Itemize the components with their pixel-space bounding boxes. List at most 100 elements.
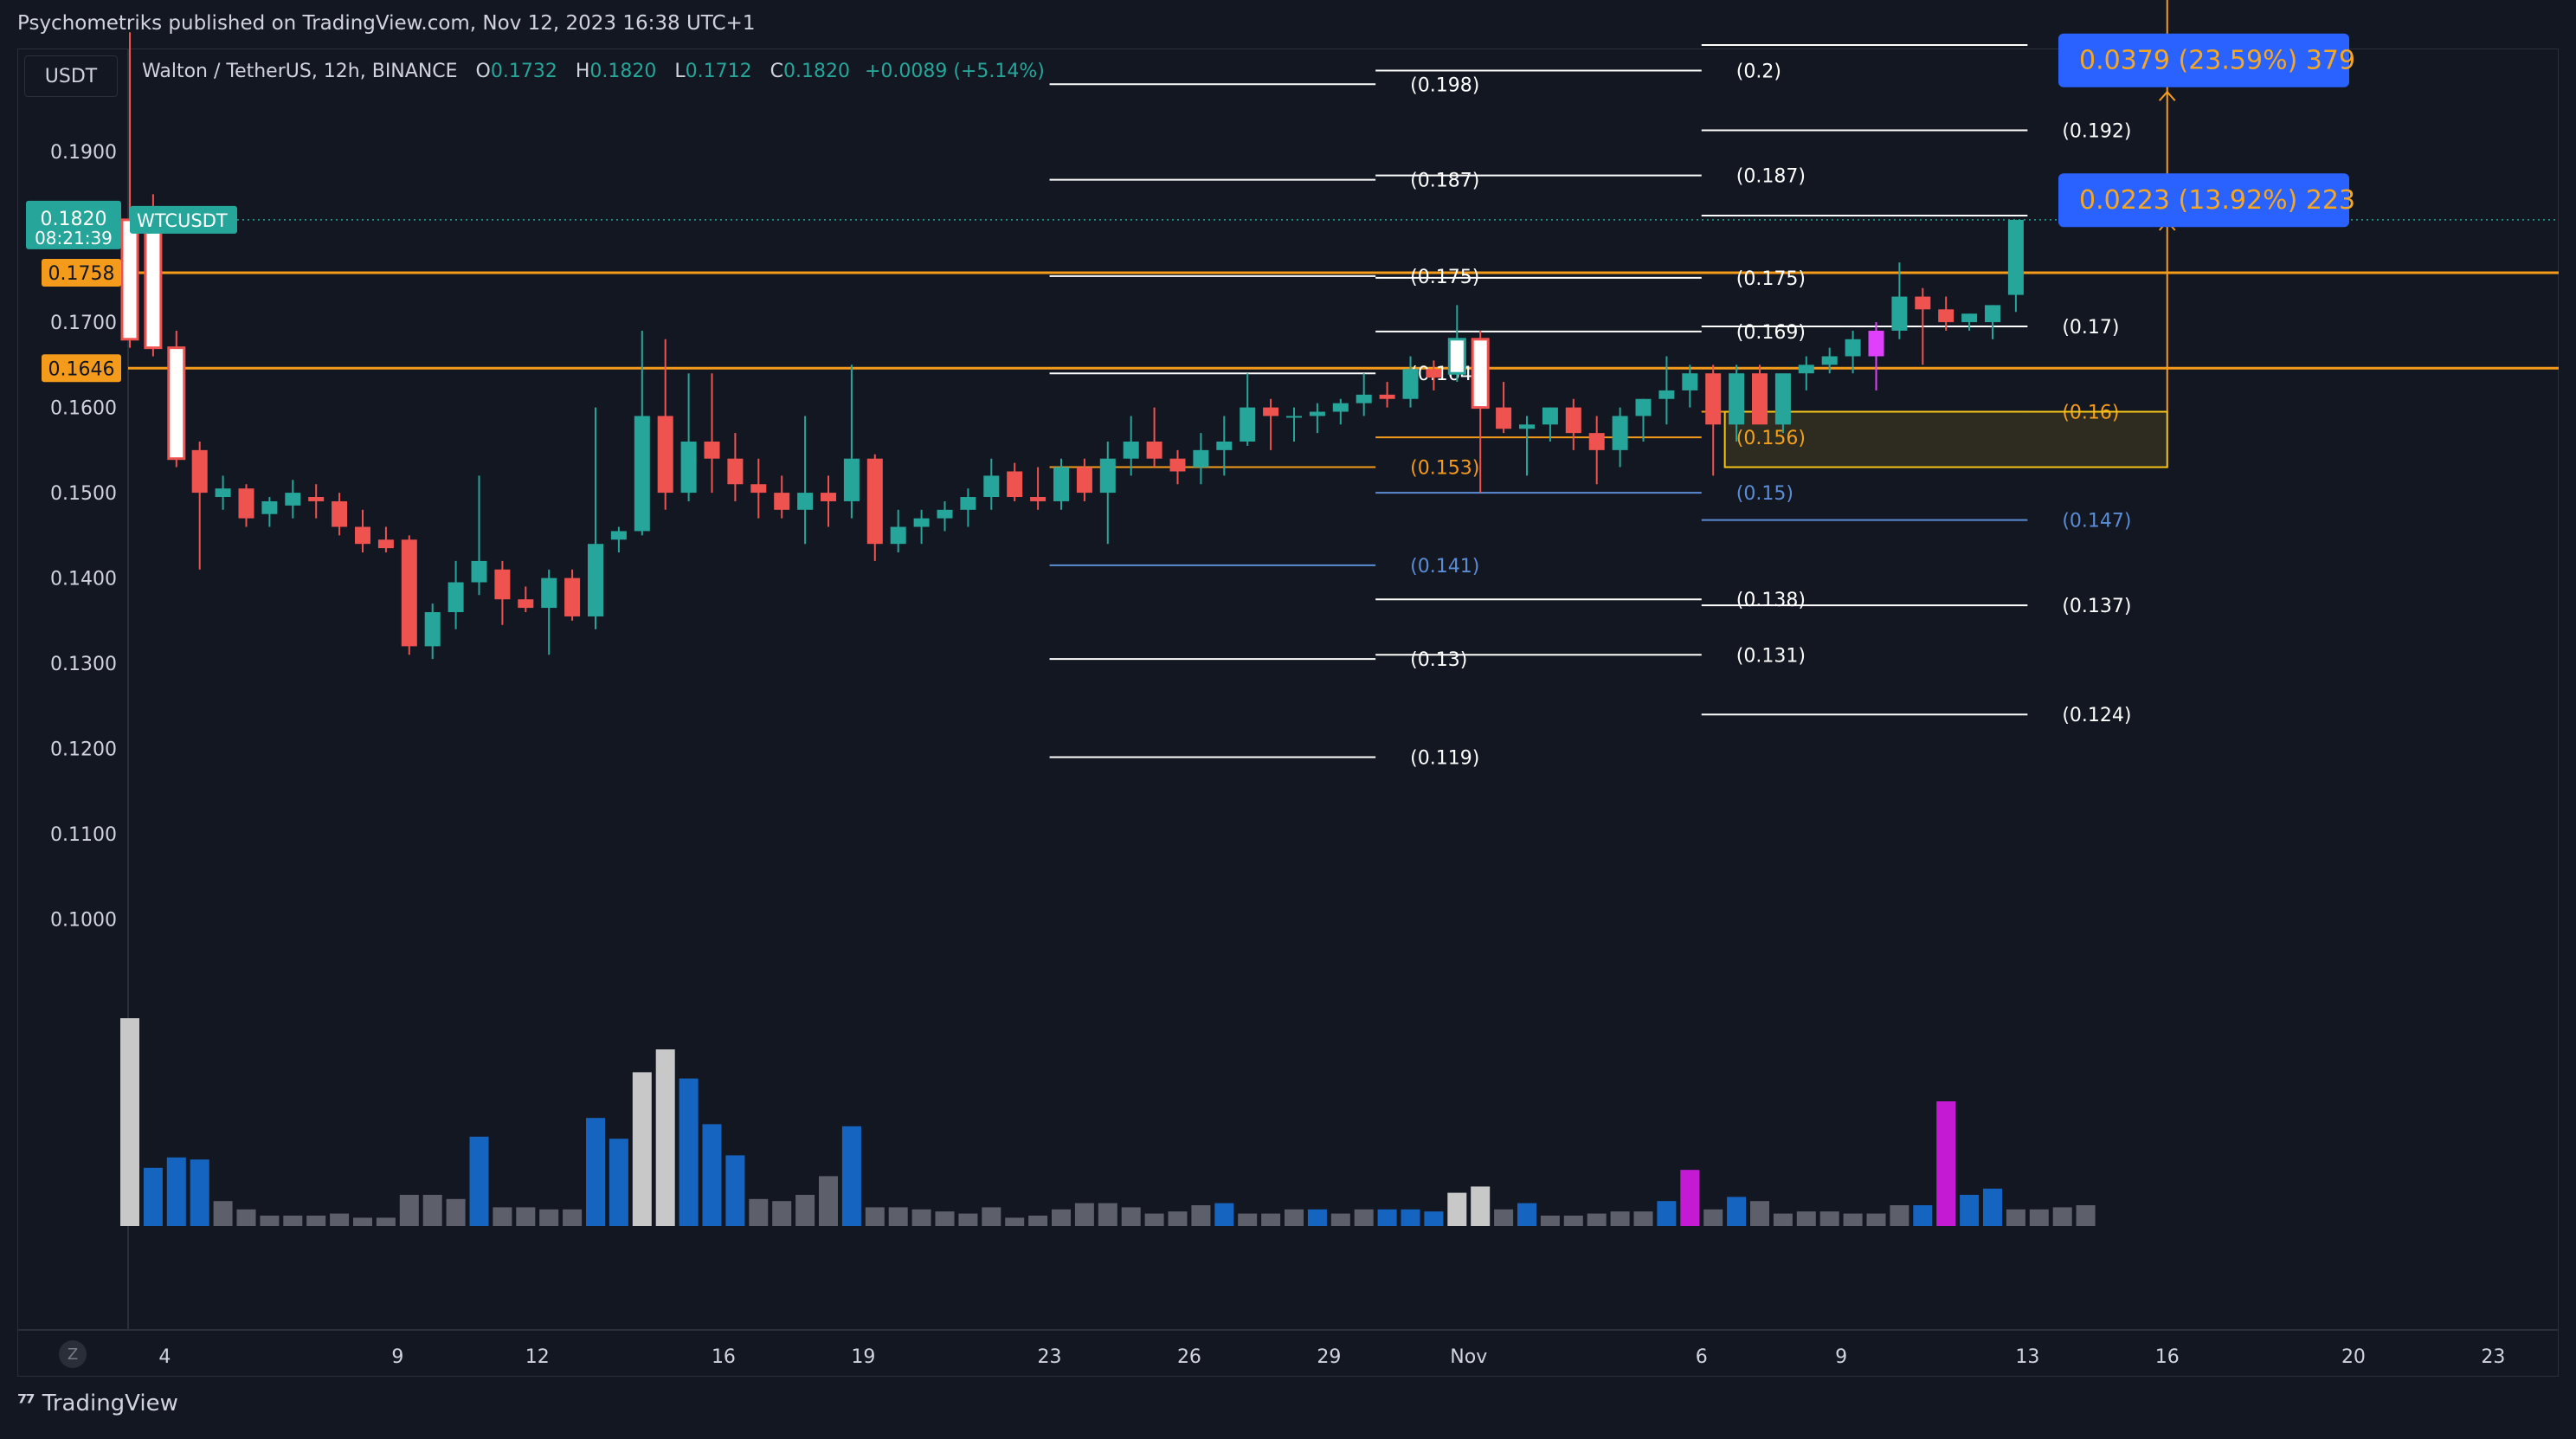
x-tick-label: 19: [851, 1346, 875, 1368]
volume-bar: [1960, 1195, 1980, 1226]
x-tick-label: 4: [158, 1346, 171, 1368]
candle-body: [285, 493, 301, 506]
candle-body: [1496, 407, 1512, 429]
fib-level-label: (0.131): [1736, 645, 1806, 667]
volume-bar: [1285, 1209, 1304, 1226]
volume-bar: [1005, 1217, 1025, 1226]
candle-body: [1682, 373, 1698, 390]
fib-level-label: (0.192): [2062, 120, 2131, 142]
volume-bar: [143, 1167, 163, 1226]
target-box: [2058, 33, 2349, 87]
y-tick-label: 0.1400: [50, 569, 117, 590]
publisher-bar: Psychometriks published on TradingView.c…: [0, 0, 2576, 48]
volume-bar: [283, 1216, 303, 1226]
candle-body: [727, 458, 744, 485]
volume-bar: [1330, 1213, 1350, 1226]
brand-text: TradingView: [42, 1391, 178, 1416]
candle-body: [1752, 373, 1768, 425]
candle-body: [657, 416, 673, 494]
volume-bar: [469, 1136, 489, 1226]
fib-level-label: (0.15): [1736, 483, 1794, 505]
volume-bar: [1913, 1205, 1933, 1226]
volume-bar: [819, 1176, 838, 1226]
volume-bar: [1214, 1203, 1234, 1226]
candle-body: [494, 569, 511, 600]
volume-bar: [911, 1209, 931, 1226]
tradingview-logo-icon: ⁷⁷: [17, 1391, 35, 1416]
currency-button[interactable]: USDT: [24, 55, 118, 97]
candle-body: [1007, 471, 1023, 498]
fib-level-label: (0.16): [2062, 403, 2119, 424]
brand[interactable]: ⁷⁷ TradingView: [17, 1391, 178, 1416]
volume-bar: [376, 1217, 396, 1226]
volume-bar: [1680, 1170, 1700, 1226]
volume-bar: [1563, 1216, 1583, 1226]
volume-bar: [1307, 1209, 1327, 1226]
candle-body: [797, 493, 814, 510]
last-price-tag: [26, 200, 121, 249]
volume-bar: [190, 1159, 209, 1226]
volume-bar: [1401, 1209, 1420, 1226]
high-value: 0.1820: [589, 61, 657, 82]
volume-bar: [1796, 1211, 1816, 1226]
symbol-name[interactable]: Walton / TetherUS, 12h, BINANCE: [142, 61, 458, 82]
candle-body: [1123, 442, 1139, 459]
volume-bar: [958, 1213, 978, 1226]
candle-body: [634, 416, 650, 532]
x-tick-label: 26: [1177, 1346, 1201, 1368]
volume-bar: [1890, 1205, 1909, 1226]
volume-bar: [1610, 1211, 1630, 1226]
volume-bar: [120, 1018, 139, 1226]
volume-bar: [841, 1126, 861, 1226]
volume-bar: [1238, 1213, 1258, 1226]
volume-bar: [1121, 1207, 1141, 1226]
x-tick-label: 16: [2155, 1346, 2180, 1368]
volume-bar: [2029, 1209, 2049, 1226]
volume-bar: [1819, 1211, 1839, 1226]
volume-bar: [982, 1207, 1001, 1226]
y-tick-label: 0.1300: [50, 654, 117, 675]
volume-bar: [422, 1195, 442, 1226]
candle-body: [1379, 394, 1395, 399]
x-tick-label: 29: [1317, 1346, 1341, 1368]
candle-body: [1938, 309, 1955, 323]
volume-bar: [1633, 1211, 1653, 1226]
volume-bar: [1657, 1201, 1677, 1226]
x-tick-label: 9: [391, 1346, 403, 1368]
target-label: 0.0223 (13.92%) 223: [2079, 185, 2355, 216]
fib-level-label: (0.198): [1410, 74, 1479, 96]
candle-body: [424, 612, 441, 647]
volume-bar: [795, 1195, 815, 1226]
candle-body: [913, 518, 930, 527]
candle-body: [191, 449, 208, 494]
volume-bar: [1936, 1101, 1956, 1226]
volume-bar: [865, 1207, 885, 1226]
chart-frame: [17, 48, 2559, 1377]
volume-bar: [935, 1211, 955, 1226]
candle-body: [1845, 339, 1861, 357]
volume-bar: [2076, 1205, 2096, 1226]
candle-body: [261, 500, 278, 514]
volume-bar: [1494, 1209, 1514, 1226]
candle-body: [448, 582, 464, 612]
candle-body: [704, 442, 720, 459]
candle-body: [1447, 338, 1466, 375]
fib-level-label: (0.175): [1736, 268, 1806, 290]
y-tick-label: 0.1900: [50, 142, 117, 164]
candle-body: [1402, 369, 1419, 399]
candle-body: [1612, 416, 1628, 450]
volume-bar: [516, 1207, 536, 1226]
zoom-reset-button[interactable]: Z: [59, 1340, 87, 1368]
open-label: O: [475, 61, 491, 82]
volume-bar: [888, 1207, 908, 1226]
volume-bar: [1144, 1213, 1164, 1226]
candle-body: [774, 493, 790, 510]
volume-bar: [493, 1207, 512, 1226]
candle-body: [1030, 497, 1046, 501]
candle-body: [215, 488, 231, 498]
candle-body: [1053, 467, 1069, 501]
volume-bar: [679, 1078, 699, 1226]
fib-level-label: (0.137): [2062, 596, 2131, 617]
y-tick-label: 0.1600: [50, 398, 117, 420]
